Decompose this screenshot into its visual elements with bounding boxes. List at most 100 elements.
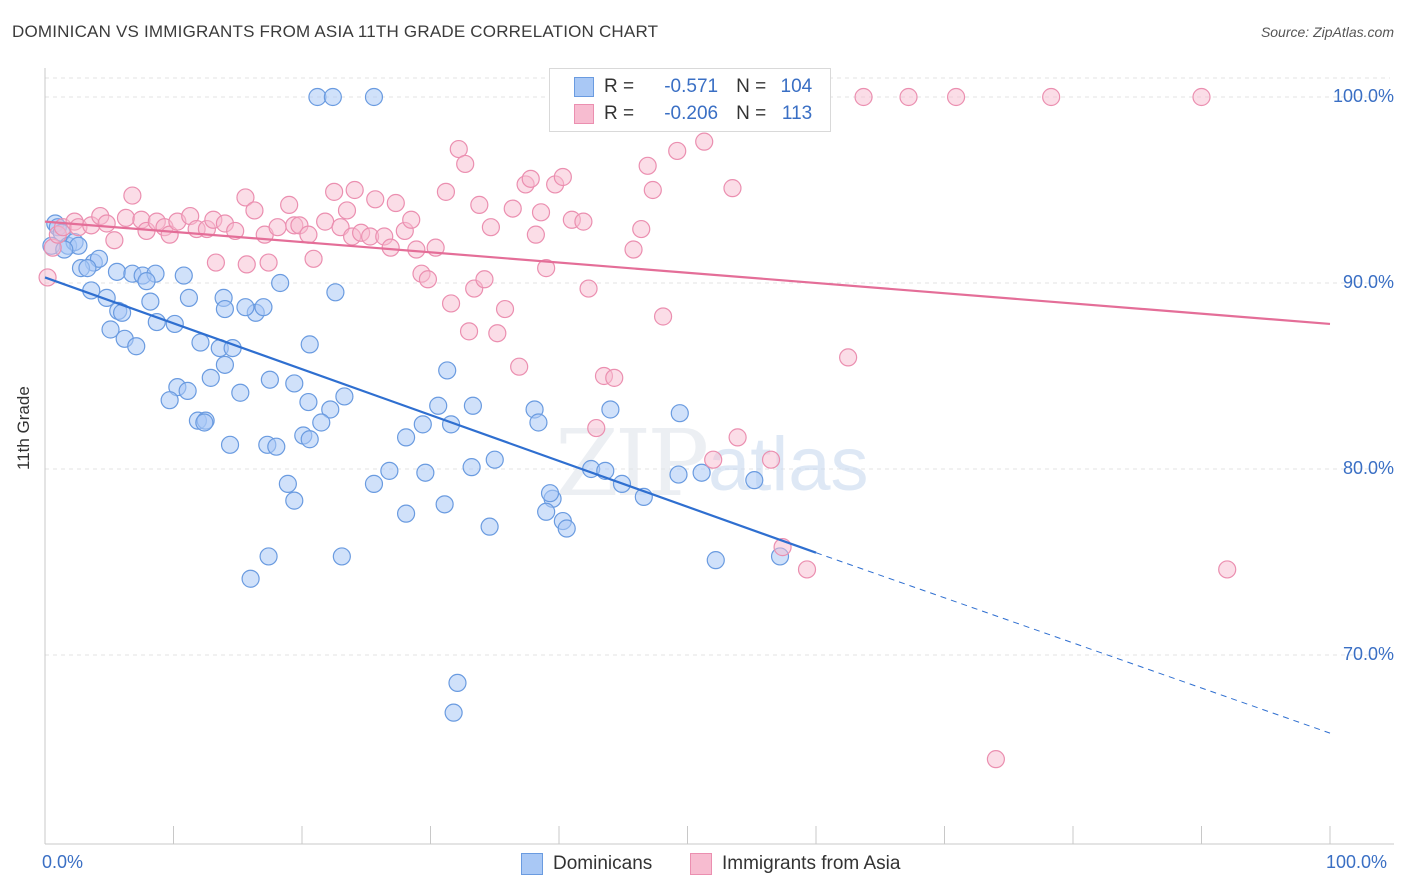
asia-point: [986, 750, 1006, 769]
dominicans-point: [254, 298, 273, 317]
asia-point: [728, 428, 747, 447]
blue-swatch-icon: [521, 853, 543, 875]
asia-point: [587, 418, 606, 438]
dominicans-point: [300, 430, 319, 449]
dominicans-point: [201, 368, 220, 387]
asia-point: [488, 324, 507, 343]
stats-legend: R = -0.571 N = 104 R = -0.206 N = 113: [549, 68, 831, 132]
dominicans-point: [321, 400, 340, 419]
asia-point: [839, 348, 858, 367]
y-tick-label: 70.0%: [1342, 644, 1394, 664]
asia-point: [946, 87, 966, 107]
dominicans-point: [540, 484, 560, 503]
asia-point: [643, 180, 662, 200]
dominicans-point: [380, 461, 399, 480]
dominicans-point: [97, 288, 116, 307]
asia-point: [695, 132, 714, 151]
dominicans-point: [448, 673, 467, 693]
dominicans-trend-line: [44, 276, 817, 554]
dominicans-point: [127, 337, 146, 356]
dominicans-point: [326, 283, 345, 302]
dominicans-point: [364, 474, 384, 493]
asia-point: [495, 299, 515, 319]
asia-point: [579, 279, 598, 298]
asia-point: [481, 218, 500, 237]
asia-point: [531, 203, 551, 222]
asia-point: [268, 218, 287, 237]
asia-trend-line: [44, 220, 1331, 326]
dominicans-point: [463, 396, 483, 415]
dominicans-point: [323, 87, 342, 107]
dominicans-point: [557, 519, 576, 538]
asia-point: [553, 167, 572, 187]
asia-point: [206, 253, 226, 272]
asia-point: [226, 221, 245, 241]
asia-point: [574, 212, 593, 231]
dominicans-point: [285, 491, 304, 510]
asia-point: [605, 368, 624, 387]
dominicans-point: [429, 396, 448, 415]
dominicans-point: [669, 465, 688, 484]
dominicans-trend-extension: [815, 552, 1331, 734]
asia-point: [704, 450, 723, 469]
bottom-legend-asia: Immigrants from Asia: [690, 852, 900, 876]
asia-point: [280, 195, 299, 214]
dominicans-point: [174, 266, 193, 285]
asia-point: [299, 225, 318, 244]
asia-point: [537, 259, 556, 278]
dominicans-point: [101, 320, 120, 339]
dominicans-point: [215, 299, 234, 319]
asia-point: [470, 195, 489, 214]
asia-point: [259, 253, 278, 272]
asia-point: [123, 186, 142, 205]
dominicans-point: [160, 391, 179, 410]
dominicans-point: [285, 374, 304, 393]
asia-point: [105, 231, 124, 250]
asia-point: [236, 188, 255, 207]
asia-point: [624, 240, 643, 259]
legend-r-label: R =: [604, 76, 635, 97]
asia-point: [366, 190, 385, 209]
bottom-legend-label-asia: Immigrants from Asia: [722, 853, 901, 874]
dominicans-point: [178, 381, 197, 400]
asia-point: [337, 201, 357, 220]
bottom-legend-dominicans: Dominicans: [521, 852, 652, 876]
asia-point: [316, 212, 335, 231]
asia-point: [459, 322, 479, 341]
asia-point: [503, 199, 522, 218]
dominicans-point: [601, 400, 620, 419]
dominicans-point: [396, 504, 416, 523]
asia-points: [38, 87, 1237, 769]
dominicans-point: [462, 458, 481, 477]
dominicans-point: [706, 551, 725, 570]
asia-point: [638, 156, 657, 175]
dominicans-point: [335, 387, 354, 406]
axes: [44, 68, 1394, 845]
dominicans-point: [141, 292, 160, 311]
asia-point: [402, 210, 421, 229]
asia-point: [418, 270, 438, 289]
legend-n-label: N =: [736, 103, 767, 124]
trend-lines: [44, 220, 1331, 734]
asia-point: [407, 240, 426, 259]
dominicans-point: [480, 517, 499, 536]
dominicans-point: [745, 471, 764, 490]
x-tick-label-min: 0.0%: [42, 852, 84, 872]
asia-point: [653, 307, 673, 326]
asia-point: [761, 450, 781, 469]
dominicans-point: [537, 502, 556, 521]
dominicans-point: [78, 259, 97, 278]
dominicans-point: [299, 392, 318, 412]
dominicans-point: [215, 355, 234, 374]
legend-n-value-dominicans: 104: [780, 76, 813, 97]
dominicans-points: [42, 87, 790, 722]
asia-point: [526, 225, 545, 244]
dominicans-point: [236, 298, 255, 317]
chart-source: Source: ZipAtlas.com: [1260, 24, 1394, 40]
dominicans-point: [220, 435, 240, 454]
dominicans-point: [271, 273, 290, 293]
legend-r-value-dominicans: -0.571: [664, 76, 719, 97]
dominicans-point: [241, 569, 260, 588]
dominicans-point: [670, 404, 689, 423]
